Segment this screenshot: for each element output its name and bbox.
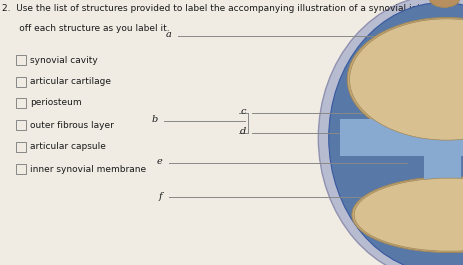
Ellipse shape bbox=[429, 0, 459, 7]
Text: e: e bbox=[157, 157, 163, 166]
Text: outer fibrous layer: outer fibrous layer bbox=[30, 121, 114, 130]
Bar bbox=[424, 58, 461, 217]
Text: articular cartilage: articular cartilage bbox=[30, 77, 111, 86]
Text: periosteum: periosteum bbox=[30, 98, 82, 107]
Text: d: d bbox=[240, 127, 246, 136]
Bar bbox=[340, 119, 463, 156]
Bar bbox=[16, 120, 26, 130]
Ellipse shape bbox=[347, 17, 463, 142]
Bar bbox=[16, 164, 26, 174]
Ellipse shape bbox=[373, 186, 463, 238]
Bar bbox=[16, 98, 26, 108]
Text: 2.  Use the list of structures provided to label the accompanying illustration o: 2. Use the list of structures provided t… bbox=[2, 4, 463, 13]
Bar bbox=[16, 77, 26, 87]
Ellipse shape bbox=[350, 19, 463, 140]
Ellipse shape bbox=[329, 3, 463, 265]
Text: c: c bbox=[240, 107, 246, 116]
Text: off each structure as you label it.: off each structure as you label it. bbox=[2, 24, 170, 33]
Ellipse shape bbox=[318, 0, 463, 265]
Bar bbox=[16, 55, 26, 65]
Ellipse shape bbox=[352, 177, 463, 253]
Text: inner synovial membrane: inner synovial membrane bbox=[30, 165, 146, 174]
Text: articular capsule: articular capsule bbox=[30, 142, 106, 151]
Ellipse shape bbox=[429, 0, 459, 7]
Bar bbox=[16, 142, 26, 152]
Ellipse shape bbox=[368, 25, 463, 124]
Text: b: b bbox=[152, 115, 158, 124]
Text: synovial cavity: synovial cavity bbox=[30, 56, 98, 65]
Text: f: f bbox=[159, 192, 163, 201]
Text: a: a bbox=[166, 30, 172, 39]
Ellipse shape bbox=[354, 178, 463, 251]
